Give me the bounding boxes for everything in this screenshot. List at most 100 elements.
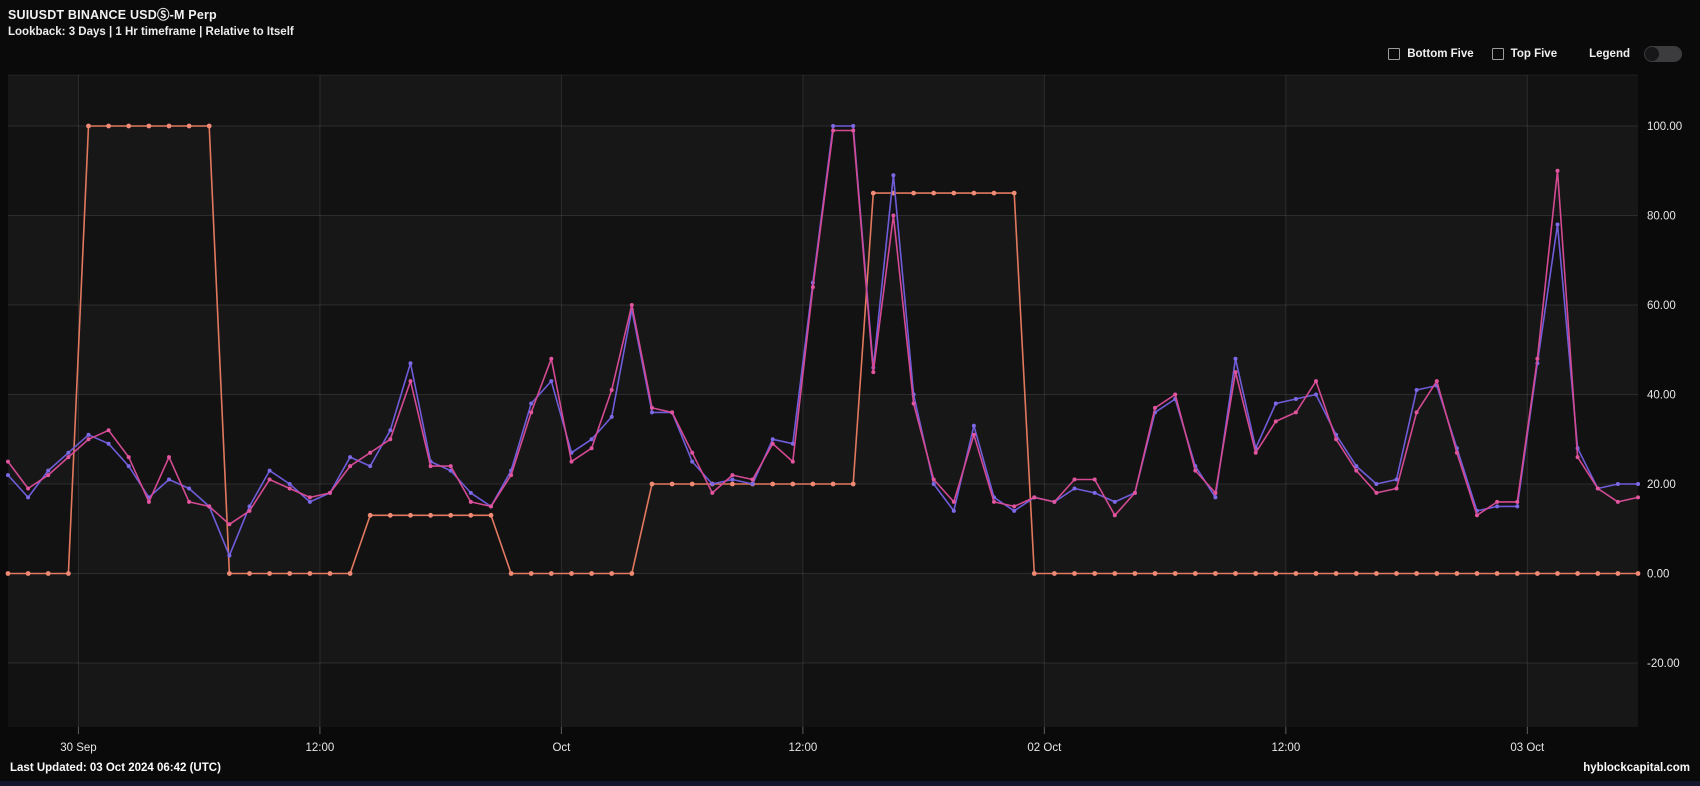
plot-band	[561, 663, 802, 727]
purple-series-marker	[1354, 464, 1359, 469]
orange-step-series-marker	[669, 481, 675, 487]
pink-series-marker	[468, 499, 473, 504]
pink-series-marker	[650, 405, 654, 410]
pink-series-line[interactable]	[7, 129, 1639, 526]
orange-step-series-marker	[1555, 571, 1560, 576]
pink-series-marker	[589, 446, 594, 451]
purple-series-marker	[971, 423, 976, 428]
purple-series-marker	[891, 173, 896, 178]
pink-series-marker	[1636, 495, 1640, 500]
pink-series-marker	[1072, 477, 1077, 482]
chart-header: SUIUSDT BINANCE USDⓈ-M Perp Lookback: 3 …	[8, 7, 294, 40]
top-five-control[interactable]: Top Five	[1491, 48, 1557, 60]
orange-step-series-marker	[1595, 571, 1601, 576]
pink-series-marker	[6, 459, 10, 464]
y-axis-label: -20.00	[1647, 658, 1680, 670]
orange-step-series-marker	[1474, 571, 1480, 576]
purple-series-marker	[227, 553, 232, 558]
orange-step-series-marker	[1273, 571, 1279, 576]
pink-series-marker	[388, 437, 393, 442]
orange-step-series-marker	[1132, 571, 1138, 576]
pink-series-marker	[992, 499, 996, 504]
orange-step-series-marker	[45, 571, 51, 576]
pink-series-marker	[1414, 410, 1419, 415]
pink-series-marker	[1092, 477, 1097, 482]
orange-step-series-marker	[1253, 571, 1259, 576]
plot-band	[78, 305, 319, 395]
pink-series-marker	[1233, 370, 1238, 375]
orange-step-series-marker	[1233, 571, 1238, 576]
pink-series-marker	[146, 499, 151, 504]
purple-series-marker	[1394, 477, 1399, 482]
pink-series-marker	[1293, 410, 1298, 415]
purple-series-marker	[6, 473, 10, 478]
orange-step-series-marker	[548, 571, 554, 576]
top-five-checkbox[interactable]	[1491, 48, 1504, 60]
orange-step-series-marker	[649, 481, 655, 487]
pink-series-marker	[368, 450, 373, 455]
orange-step-series-marker	[1434, 571, 1440, 576]
plot-band	[78, 126, 319, 216]
purple-series-marker	[1293, 397, 1298, 401]
orange-step-series-marker	[1374, 571, 1379, 576]
legend-toggle-switch[interactable]	[1644, 46, 1682, 62]
orange-step-series-marker	[951, 190, 957, 196]
legend-label: Legend	[1589, 48, 1630, 60]
purple-series-marker	[66, 450, 71, 455]
plot-band	[1527, 126, 1638, 216]
pink-series-marker	[1394, 486, 1399, 491]
pink-series-marker	[227, 522, 232, 527]
top-controls: Bottom Five Top Five Legend	[1388, 46, 1682, 62]
orange-step-series-marker	[991, 190, 997, 196]
orange-step-series-marker	[247, 571, 252, 576]
y-axis-label: 80.00	[1647, 211, 1676, 223]
plot-band	[8, 574, 78, 664]
pink-series-marker	[831, 128, 836, 133]
purple-series-marker	[1012, 508, 1017, 513]
orange-step-series-line[interactable]	[7, 125, 1639, 575]
pink-series-marker	[247, 508, 252, 513]
orange-step-series-marker	[166, 123, 172, 129]
orange-step-series-marker	[1454, 571, 1460, 576]
purple-series-marker	[951, 508, 956, 513]
bottom-five-control[interactable]: Bottom Five	[1388, 48, 1474, 60]
x-axis-label: 12:00	[306, 742, 335, 754]
purple-series-marker	[86, 432, 91, 437]
page-title: SUIUSDT BINANCE USDⓈ-M Perp	[8, 8, 217, 22]
bottom-five-label: Bottom Five	[1407, 48, 1474, 60]
pink-series-marker	[971, 432, 976, 437]
pink-series-marker	[871, 370, 876, 375]
orange-step-series-marker	[1031, 571, 1037, 576]
orange-step-series-marker	[347, 571, 353, 576]
purple-series-marker	[549, 379, 554, 384]
plot-band	[803, 574, 1044, 664]
orange-step-series-marker	[1494, 571, 1500, 576]
site-link[interactable]: hyblockcapital.com	[1583, 762, 1690, 774]
bottom-five-checkbox[interactable]	[1388, 48, 1401, 60]
purple-series-marker	[448, 468, 453, 473]
pink-series-marker	[569, 459, 574, 464]
pink-series-marker	[851, 128, 856, 133]
purple-series-marker	[1314, 392, 1318, 397]
chart-subtitle: Lookback: 3 Days | 1 Hr timeframe | Rela…	[8, 26, 294, 38]
pink-series-marker	[267, 477, 272, 482]
purple-series-marker	[307, 499, 312, 504]
pink-series-marker	[951, 499, 956, 504]
orange-step-series-marker	[408, 512, 413, 518]
pink-series-marker	[710, 490, 715, 495]
pink-series-marker	[1374, 490, 1379, 495]
pink-series-marker	[448, 464, 453, 469]
footer-bar: Last Updated: 03 Oct 2024 06:42 (UTC) hy…	[0, 755, 1700, 781]
orange-step-series-marker	[488, 512, 494, 518]
pink-series-marker	[86, 437, 91, 442]
orange-step-series-marker	[1152, 571, 1158, 576]
orange-step-series-marker	[730, 481, 735, 487]
orange-step-series-marker	[186, 123, 192, 129]
purple-series-marker	[1092, 490, 1097, 495]
orange-step-series-marker	[931, 190, 937, 196]
orange-step-series-marker	[1635, 571, 1641, 576]
orange-step-series-marker	[307, 571, 313, 576]
x-axis-label: 02 Oct	[1027, 742, 1062, 754]
